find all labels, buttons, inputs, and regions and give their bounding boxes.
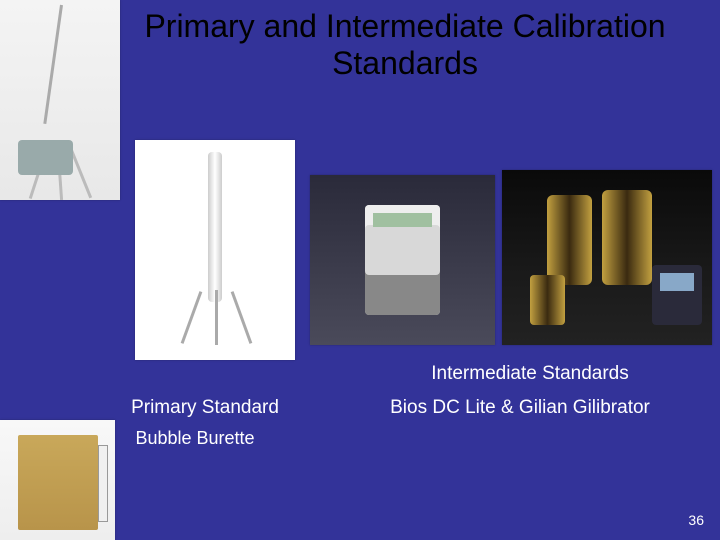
label-primary-standard: Primary Standard xyxy=(90,397,320,419)
gilibrator-cylinder-icon xyxy=(602,190,652,285)
dc-lite-device-icon xyxy=(365,205,440,315)
slide-title: Primary and Intermediate Calibration Sta… xyxy=(120,8,690,82)
slide: Primary and Intermediate Calibration Sta… xyxy=(0,0,720,540)
lcd-icon xyxy=(373,213,432,227)
gilibrator-cylinder-icon xyxy=(547,195,592,285)
image-bios-dc-lite xyxy=(310,175,495,345)
image-gilian-gilibrator xyxy=(502,170,712,345)
pump-icon xyxy=(18,140,73,175)
gilibrator-cylinder-icon xyxy=(530,275,565,325)
lamp-arm-icon xyxy=(43,5,63,124)
gilibrator-readout-icon xyxy=(652,265,702,325)
image-tripod-lamp-pump xyxy=(0,0,120,200)
label-intermediate-standards: Intermediate Standards xyxy=(380,363,680,385)
burette-tube-icon xyxy=(208,152,222,302)
label-bubble-burette: Bubble Burette xyxy=(95,428,295,449)
page-number: 36 xyxy=(688,512,704,528)
image-bubble-burette xyxy=(135,140,295,360)
label-bios-gilian: Bios DC Lite & Gilian Gilibrator xyxy=(340,397,700,419)
sampler-body-icon xyxy=(18,435,98,530)
